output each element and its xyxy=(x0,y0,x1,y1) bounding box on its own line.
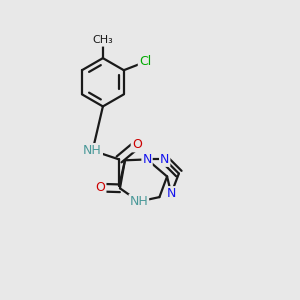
Text: O: O xyxy=(132,138,142,151)
Text: NH: NH xyxy=(83,144,102,157)
Text: CH₃: CH₃ xyxy=(92,35,113,46)
Text: O: O xyxy=(132,138,142,151)
Text: CH₃: CH₃ xyxy=(92,35,113,46)
Text: N: N xyxy=(160,153,169,166)
Text: NH: NH xyxy=(83,144,102,157)
Text: Cl: Cl xyxy=(139,56,151,68)
Text: N: N xyxy=(167,187,176,200)
Text: O: O xyxy=(96,181,106,194)
Text: NH: NH xyxy=(129,195,148,208)
Text: N: N xyxy=(142,153,152,166)
Text: Cl: Cl xyxy=(139,56,151,68)
